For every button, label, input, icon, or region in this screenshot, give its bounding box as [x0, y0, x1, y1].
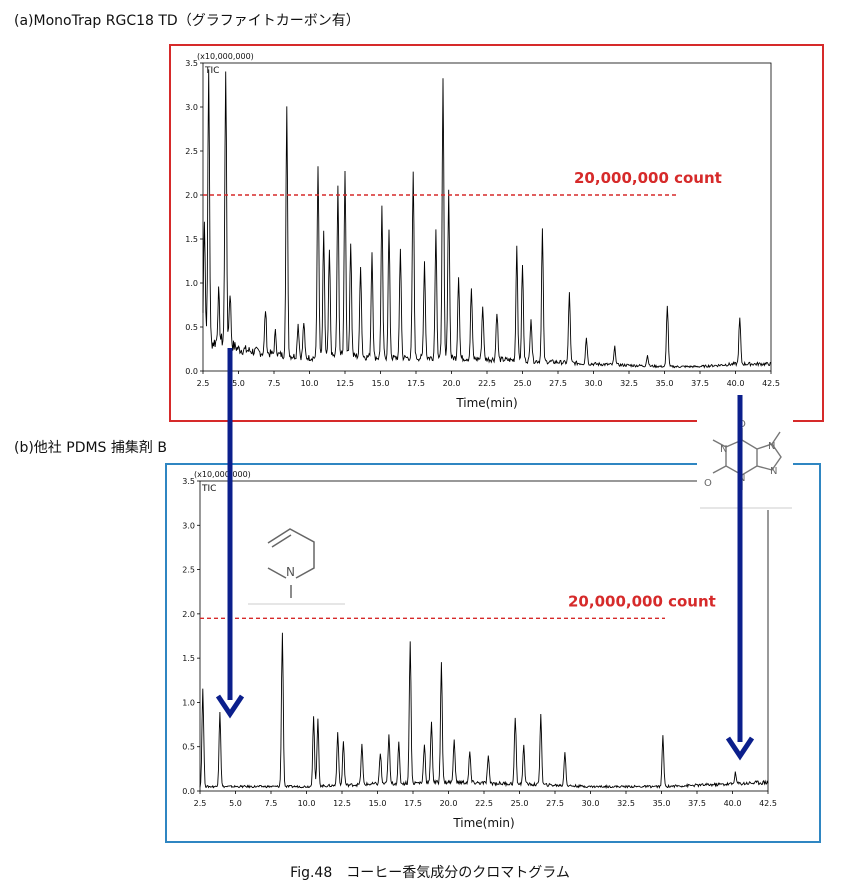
- x-tick-label: 15.0: [372, 379, 390, 388]
- x-tick-label: 25.0: [511, 799, 529, 808]
- figure-caption: Fig.48 コーヒー香気成分のクロマトグラム: [290, 865, 570, 881]
- y-tick-label: 0.0: [185, 367, 198, 376]
- molecule-atom-label: N: [768, 441, 775, 452]
- series-label: TIC: [204, 66, 219, 76]
- x-tick-label: 27.5: [546, 799, 564, 808]
- y-tick-label: 1.5: [182, 654, 195, 663]
- x-tick-label: 7.5: [268, 379, 281, 388]
- x-tick-label: 42.5: [762, 379, 780, 388]
- panel-b-frame: [165, 463, 821, 843]
- x-tick-label: 5.0: [232, 379, 245, 388]
- y-tick-label: 3.5: [182, 477, 195, 486]
- x-tick-label: 10.0: [301, 379, 319, 388]
- y-tick-label: 1.0: [182, 698, 195, 707]
- tic-trace: [199, 632, 769, 790]
- caffeine-structure-icon: NNNNOO: [697, 418, 793, 510]
- y-multiplier-label: (x10,000,000): [197, 52, 254, 61]
- plot-area: [199, 480, 769, 792]
- x-tick-label: 20.0: [443, 379, 461, 388]
- x-tick-label: 10.0: [298, 799, 316, 808]
- x-tick-label: 37.5: [691, 379, 709, 388]
- panel-a-title: (a)MonoTrap RGC18 TD（グラファイトカーボン有）: [14, 13, 360, 29]
- chart-a: 0.0 0.5 1.0 1.5 2.0 2.5 3.0 3.5 2.5 5.0 7.5 10.0 12.…: [185, 52, 780, 410]
- x-tick-label: 22.5: [478, 379, 496, 388]
- series-label: TIC: [201, 484, 216, 494]
- y-tick-label: 0.5: [185, 323, 198, 332]
- x-tick-label: 2.5: [194, 799, 207, 808]
- x-tick-label: 12.5: [336, 379, 354, 388]
- molecule-atom-label: N: [770, 466, 777, 477]
- x-tick-label: 17.5: [407, 379, 425, 388]
- x-tick-label: 32.5: [617, 799, 635, 808]
- y-tick-label: 2.0: [185, 191, 198, 200]
- x-tick-label: 35.0: [656, 379, 674, 388]
- x-tick-label: 40.0: [724, 799, 742, 808]
- x-tick-label: 25.0: [514, 379, 532, 388]
- y-tick-label: 3.5: [185, 59, 198, 68]
- y-tick-label: 3.0: [182, 521, 195, 530]
- y-tick-label: 0.0: [182, 787, 195, 796]
- x-axis-label: Time(min): [455, 396, 517, 410]
- y-tick-label: 2.5: [182, 566, 195, 575]
- x-tick-label: 7.5: [265, 799, 278, 808]
- x-tick-label: 5.0: [229, 799, 242, 808]
- y-tick-label: 2.5: [185, 147, 198, 156]
- x-tick-label: 37.5: [688, 799, 706, 808]
- piperidine-peak-arrow: [215, 348, 245, 719]
- x-tick-label: 12.5: [333, 799, 351, 808]
- tic-trace: [202, 69, 772, 369]
- panel-a-frame: [169, 44, 824, 422]
- caffeine-peak-arrow: [725, 395, 755, 761]
- threshold-label: 20,000,000 count: [574, 169, 722, 187]
- x-tick-label: 42.5: [759, 799, 777, 808]
- tetrahydropyridine-structure-icon: N: [248, 528, 345, 605]
- x-tick-label: 32.5: [620, 379, 638, 388]
- molecule-atom-label: N: [720, 444, 727, 455]
- panel-b-title: (b)他社 PDMS 捕集剤 B: [14, 440, 167, 456]
- x-tick-label: 40.0: [727, 379, 745, 388]
- x-tick-label: 30.0: [585, 379, 603, 388]
- chart-b: 0.0 0.5 1.0 1.5 2.0 2.5 3.0 3.5 2.5 5.0 7.5 10.0 12.…: [182, 470, 777, 830]
- x-tick-label: 22.5: [475, 799, 493, 808]
- x-tick-label: 20.0: [440, 799, 458, 808]
- threshold-label: 20,000,000 count: [568, 592, 716, 610]
- x-tick-label: 17.5: [404, 799, 422, 808]
- y-tick-label: 1.0: [185, 279, 198, 288]
- molecule-atom-label: N: [286, 565, 295, 579]
- molecule-atom-label: O: [704, 478, 712, 489]
- x-tick-label: 27.5: [549, 379, 567, 388]
- y-tick-label: 0.5: [182, 743, 195, 752]
- y-tick-label: 1.5: [185, 235, 198, 244]
- x-tick-label: 35.0: [653, 799, 671, 808]
- y-multiplier-label: (x10,000,000): [194, 470, 251, 479]
- y-tick-label: 3.0: [185, 103, 198, 112]
- x-tick-label: 30.0: [582, 799, 600, 808]
- x-tick-label: 15.0: [369, 799, 387, 808]
- x-tick-label: 2.5: [197, 379, 210, 388]
- x-axis-label: Time(min): [452, 816, 514, 830]
- y-tick-label: 2.0: [182, 610, 195, 619]
